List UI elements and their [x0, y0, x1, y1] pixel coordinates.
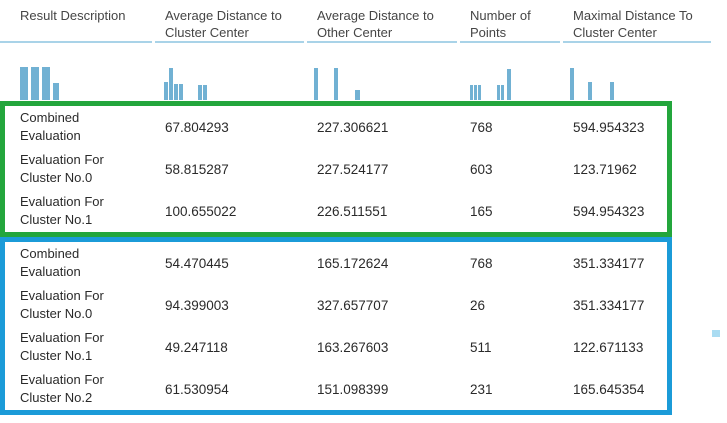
table-row: Evaluation For Cluster No.2 61.530954 151.… [5, 368, 667, 410]
cell-avg-cluster: 94.399003 [165, 297, 229, 313]
histogram-bar [53, 83, 59, 100]
table-row: Combined Evaluation 54.470445 165.172624 76… [5, 242, 667, 284]
cell-desc: Evaluation For Cluster No.2 [20, 372, 104, 405]
histogram-bar [164, 82, 168, 100]
cell-avg-cluster: 49.247118 [165, 339, 228, 355]
cell-max-dist: 122.671133 [573, 339, 644, 355]
histogram-bar [314, 68, 318, 100]
histogram-bar [478, 85, 481, 100]
table-header: Result Description Average Distance to C… [0, 0, 714, 43]
cell-avg-other: 226.511551 [317, 203, 388, 219]
histogram-bar [470, 85, 473, 100]
histogram-avg-distance-cluster-center[interactable] [155, 43, 307, 100]
column-header-avg-distance-cluster-center[interactable]: Average Distance to Cluster Center [155, 0, 304, 43]
histogram-bar [174, 84, 178, 100]
histogram-bar [179, 84, 183, 100]
column-header-result-description[interactable]: Result Description [0, 0, 152, 43]
histogram-bar [588, 82, 592, 100]
cell-desc: Evaluation For Cluster No.1 [20, 194, 104, 227]
histogram-bar [334, 68, 338, 100]
cell-desc: Evaluation For Cluster No.1 [20, 330, 104, 363]
histogram-bar [610, 82, 614, 100]
histogram-maximal-distance-cluster-center[interactable] [563, 43, 714, 100]
cell-avg-cluster: 54.470445 [165, 255, 229, 271]
cell-desc: Evaluation For Cluster No.0 [20, 152, 104, 185]
cell-avg-other: 227.306621 [317, 119, 389, 135]
cell-points: 26 [470, 297, 486, 313]
cell-avg-other: 151.098399 [317, 381, 389, 397]
histogram-row [0, 43, 714, 100]
histogram-bar [497, 85, 500, 100]
histogram-bar [198, 85, 202, 100]
cell-avg-cluster: 61.530954 [165, 381, 229, 397]
cell-avg-other: 165.172624 [317, 255, 389, 271]
table-row: Evaluation For Cluster No.1 100.655022 226… [5, 190, 667, 232]
histogram-bar [501, 85, 504, 100]
histogram-avg-distance-other-center[interactable] [307, 43, 460, 100]
cell-avg-cluster: 58.815287 [165, 161, 229, 177]
stray-mark [712, 330, 720, 337]
cell-avg-other: 227.524177 [317, 161, 389, 177]
cell-avg-other: 327.657707 [317, 297, 389, 313]
column-header-label: Number of Points [470, 8, 531, 40]
histogram-bar [355, 90, 360, 100]
cell-desc: Combined Evaluation [20, 110, 81, 143]
column-header-number-of-points[interactable]: Number of Points [460, 0, 560, 43]
cell-points: 768 [470, 119, 493, 135]
cell-points: 511 [470, 339, 492, 355]
cell-points: 768 [470, 255, 493, 271]
histogram-bar [31, 67, 39, 100]
cell-max-dist: 351.334177 [573, 297, 645, 313]
table-row: Evaluation For Cluster No.0 94.399003 327.… [5, 284, 667, 326]
histogram-result-description[interactable] [0, 43, 155, 100]
cell-points: 165 [470, 203, 493, 219]
histogram-bar [570, 68, 574, 100]
cell-desc: Evaluation For Cluster No.0 [20, 288, 104, 321]
table-row: Combined Evaluation 67.804293 227.306621 76… [5, 106, 667, 148]
column-header-label: Average Distance to Cluster Center [165, 8, 282, 40]
histogram-bar [203, 85, 207, 100]
column-header-maximal-distance-cluster-center[interactable]: Maximal Distance To Cluster Center [563, 0, 711, 43]
cell-max-dist: 594.954323 [573, 203, 645, 219]
column-header-label: Result Description [20, 8, 126, 23]
column-header-label: Maximal Distance To Cluster Center [573, 8, 693, 40]
cell-points: 603 [470, 161, 493, 177]
column-header-label: Average Distance to Other Center [317, 8, 434, 40]
cell-desc: Combined Evaluation [20, 246, 81, 279]
histogram-bar [474, 85, 477, 100]
cell-max-dist: 351.334177 [573, 255, 645, 271]
histogram-number-of-points[interactable] [460, 43, 563, 100]
table-row: Evaluation For Cluster No.0 58.815287 227.… [5, 148, 667, 190]
histogram-bar [42, 67, 50, 100]
cell-max-dist: 594.954323 [573, 119, 645, 135]
blue-highlight-box: Combined Evaluation 54.470445 165.172624 76… [0, 237, 672, 415]
green-highlight-box: Combined Evaluation 67.804293 227.306621 76… [0, 101, 672, 237]
table-row: Evaluation For Cluster No.1 49.247118 163.… [5, 326, 667, 368]
cell-max-dist: 123.71962 [573, 161, 637, 177]
cell-max-dist: 165.645354 [573, 381, 645, 397]
histogram-bar [169, 68, 173, 100]
cell-avg-other: 163.267603 [317, 339, 389, 355]
cell-points: 231 [470, 381, 493, 397]
histogram-bar [20, 67, 28, 100]
histogram-bar [507, 69, 511, 100]
column-header-avg-distance-other-center[interactable]: Average Distance to Other Center [307, 0, 457, 43]
cell-avg-cluster: 67.804293 [165, 119, 229, 135]
cell-avg-cluster: 100.655022 [165, 203, 237, 219]
